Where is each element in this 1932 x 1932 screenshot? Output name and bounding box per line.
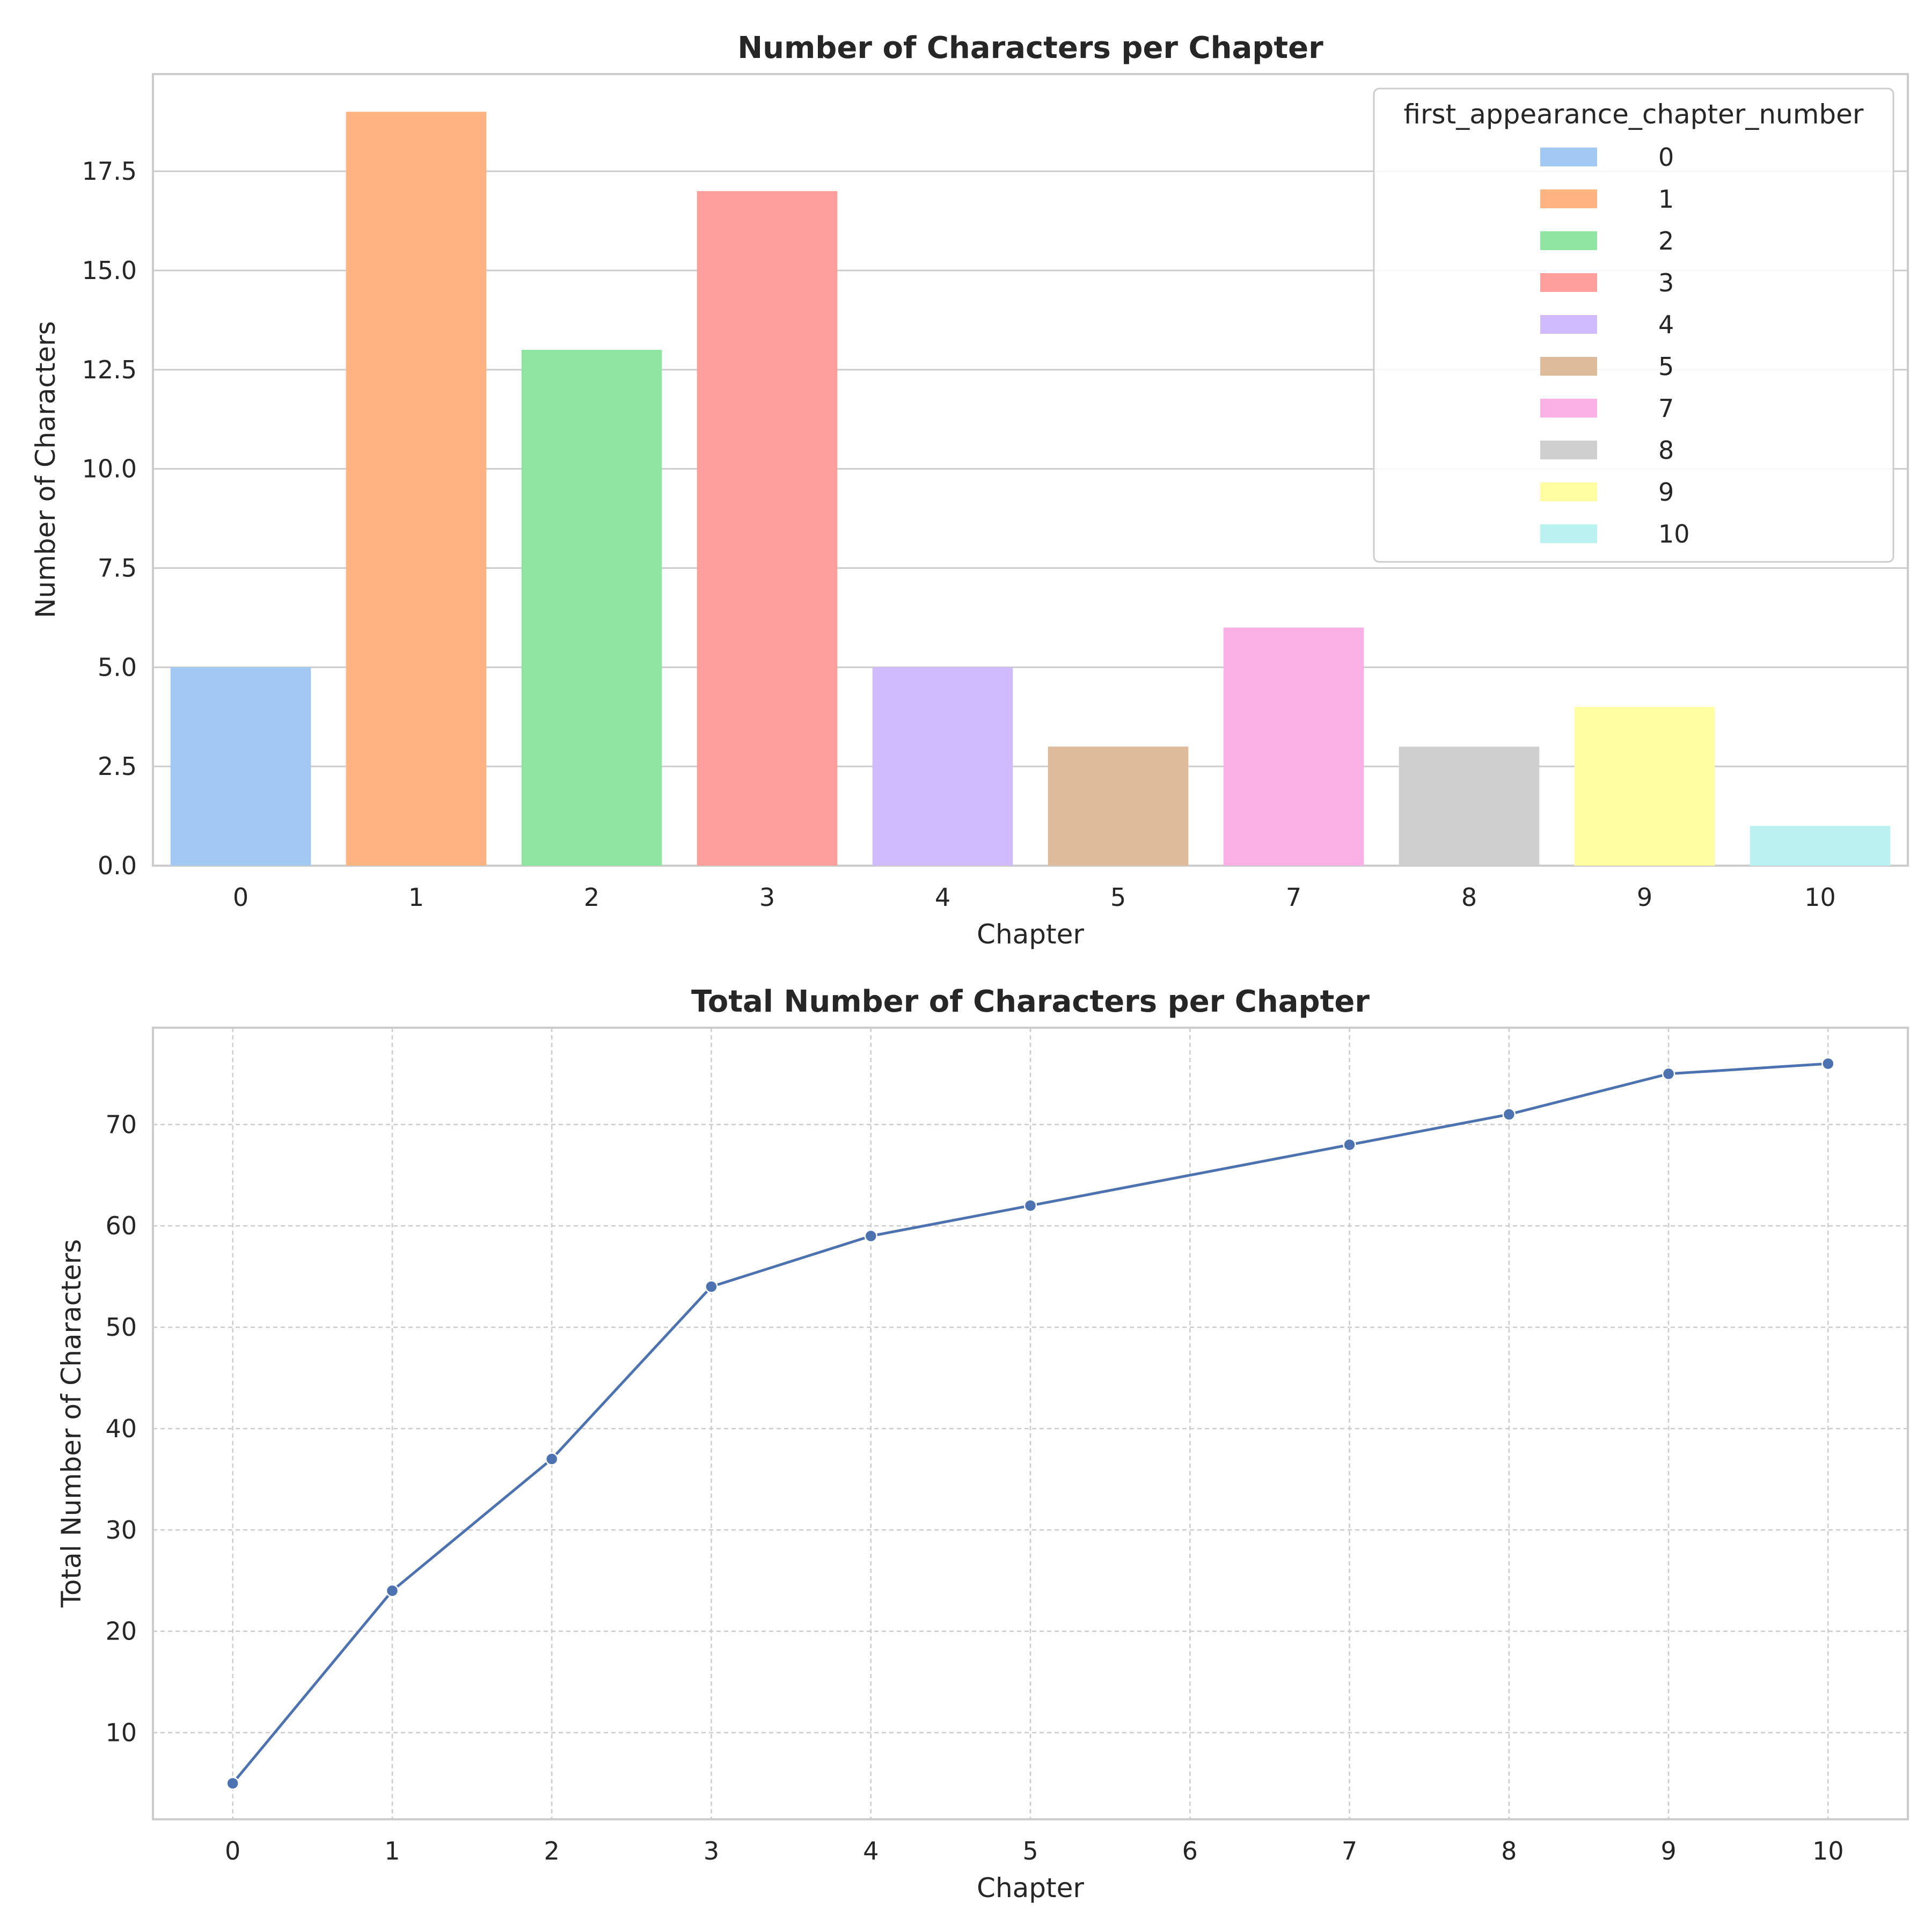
bar-chart-x-ticks: 0 1 2 3 4 5 7 8 9 10 <box>233 883 1836 912</box>
bar <box>1574 707 1715 866</box>
legend-swatch <box>1540 273 1597 292</box>
bar-chart: 0.02.55.07.510.012.515.017.5 0 1 2 3 4 5 7 8 9 10… <box>30 31 1909 950</box>
x-tick-label: 8 <box>1461 883 1477 912</box>
x-tick-label: 4 <box>935 883 950 912</box>
x-tick-label: 1 <box>408 883 424 912</box>
legend-swatch <box>1540 524 1597 543</box>
x-tick-label: 2 <box>544 1836 560 1865</box>
legend-swatch <box>1540 357 1597 376</box>
legend-title: first_appearance_chapter_number <box>1404 99 1864 130</box>
line-chart-y-ticks: 10 20 30 40 50 60 70 <box>105 1110 137 1747</box>
series-line <box>231 1062 1828 1784</box>
line-chart: 10 20 30 40 50 60 70 0 1 2 3 4 5 6 7 8 9 10 Total Number… <box>56 984 1909 1904</box>
x-tick-label: 7 <box>1342 1836 1357 1865</box>
x-tick-label: 7 <box>1286 883 1301 912</box>
legend-label: 5 <box>1658 352 1674 381</box>
y-tick-label: 17.5 <box>82 157 137 186</box>
legend-label: 8 <box>1658 436 1674 465</box>
x-tick-label: 3 <box>704 1836 719 1865</box>
bar <box>521 349 662 866</box>
bar <box>1223 627 1364 866</box>
bar <box>1048 747 1189 866</box>
data-point <box>385 1584 399 1598</box>
x-tick-label: 10 <box>1812 1836 1844 1865</box>
bar <box>346 112 487 866</box>
data-point <box>1502 1108 1516 1121</box>
data-point <box>1821 1057 1835 1071</box>
line-chart-gridlines <box>153 1028 1908 1819</box>
y-tick-label: 5.0 <box>98 653 137 682</box>
data-point <box>226 1776 239 1790</box>
y-tick-label: 10 <box>105 1718 137 1747</box>
y-tick-label: 50 <box>105 1313 137 1342</box>
legend-swatch <box>1540 482 1597 501</box>
legend-label: 10 <box>1658 519 1690 548</box>
x-tick-label: 0 <box>225 1836 240 1865</box>
bar-chart-bars <box>170 112 1891 866</box>
y-tick-label: 15.0 <box>82 256 137 285</box>
data-point <box>1023 1199 1037 1212</box>
bar-chart-title: Number of Characters per Chapter <box>737 31 1323 65</box>
bar-chart-legend: first_appearance_chapter_number 0 1 2 3 4 5 7 8… <box>1373 87 1894 563</box>
y-tick-label: 2.5 <box>98 752 137 781</box>
y-tick-label: 30 <box>105 1516 137 1545</box>
line-chart-y-axis-label: Total Number of Characters <box>56 1239 87 1608</box>
legend-swatch <box>1540 399 1597 418</box>
x-tick-label: 1 <box>384 1836 400 1865</box>
x-tick-label: 10 <box>1804 883 1836 912</box>
bar-chart-y-ticks: 0.0 2.5 5.0 7.5 10.0 12.5 15.0 17.5 <box>82 157 137 880</box>
x-tick-label: 3 <box>759 883 775 912</box>
legend-entries: 0 1 2 3 4 5 7 8 9 10 <box>1540 143 1690 548</box>
y-tick-label: 7.5 <box>98 553 137 582</box>
y-tick-label: 0.0 <box>98 851 137 880</box>
data-point <box>705 1280 718 1293</box>
x-tick-label: 5 <box>1022 1836 1038 1865</box>
y-tick-label: 60 <box>105 1211 137 1240</box>
legend-swatch <box>1540 148 1597 166</box>
bar <box>1750 826 1891 866</box>
legend-label: 9 <box>1658 478 1674 507</box>
legend-label: 3 <box>1658 268 1674 297</box>
data-point <box>1343 1138 1356 1152</box>
x-tick-label: 6 <box>1182 1836 1198 1865</box>
bar <box>872 667 1013 866</box>
line-chart-title: Total Number of Characters per Chapter <box>691 984 1370 1019</box>
y-tick-label: 10.0 <box>82 455 137 484</box>
x-tick-label: 0 <box>233 883 248 912</box>
y-tick-label: 20 <box>105 1617 137 1646</box>
x-tick-label: 2 <box>584 883 599 912</box>
x-tick-label: 8 <box>1501 1836 1517 1865</box>
line-chart-x-axis-label: Chapter <box>977 1872 1084 1904</box>
bar <box>170 667 311 866</box>
x-tick-label: 4 <box>863 1836 879 1865</box>
legend-swatch <box>1540 189 1597 208</box>
data-point <box>864 1229 877 1243</box>
x-tick-label: 9 <box>1637 883 1652 912</box>
legend-label: 4 <box>1658 310 1674 339</box>
legend-label: 2 <box>1658 226 1674 255</box>
data-point <box>545 1452 559 1466</box>
bar <box>1399 747 1540 866</box>
y-tick-label: 12.5 <box>82 355 137 384</box>
data-point <box>1662 1067 1675 1081</box>
x-tick-label: 9 <box>1660 1836 1676 1865</box>
legend-box <box>1373 87 1894 563</box>
bar <box>697 191 838 866</box>
legend-label: 7 <box>1658 394 1674 423</box>
x-tick-label: 5 <box>1110 883 1126 912</box>
bar-chart-y-axis-label: Number of Characters <box>30 321 61 618</box>
bar-chart-x-axis-label: Chapter <box>977 919 1084 950</box>
line-chart-x-ticks: 0 1 2 3 4 5 6 7 8 9 10 <box>225 1836 1844 1865</box>
legend-swatch <box>1540 315 1597 334</box>
legend-label: 1 <box>1658 185 1674 214</box>
legend-label: 0 <box>1658 143 1674 172</box>
line-chart-series <box>226 1057 1835 1790</box>
y-tick-label: 40 <box>105 1414 137 1443</box>
legend-swatch <box>1540 231 1597 250</box>
y-tick-label: 70 <box>105 1110 137 1139</box>
legend-swatch <box>1540 441 1597 459</box>
